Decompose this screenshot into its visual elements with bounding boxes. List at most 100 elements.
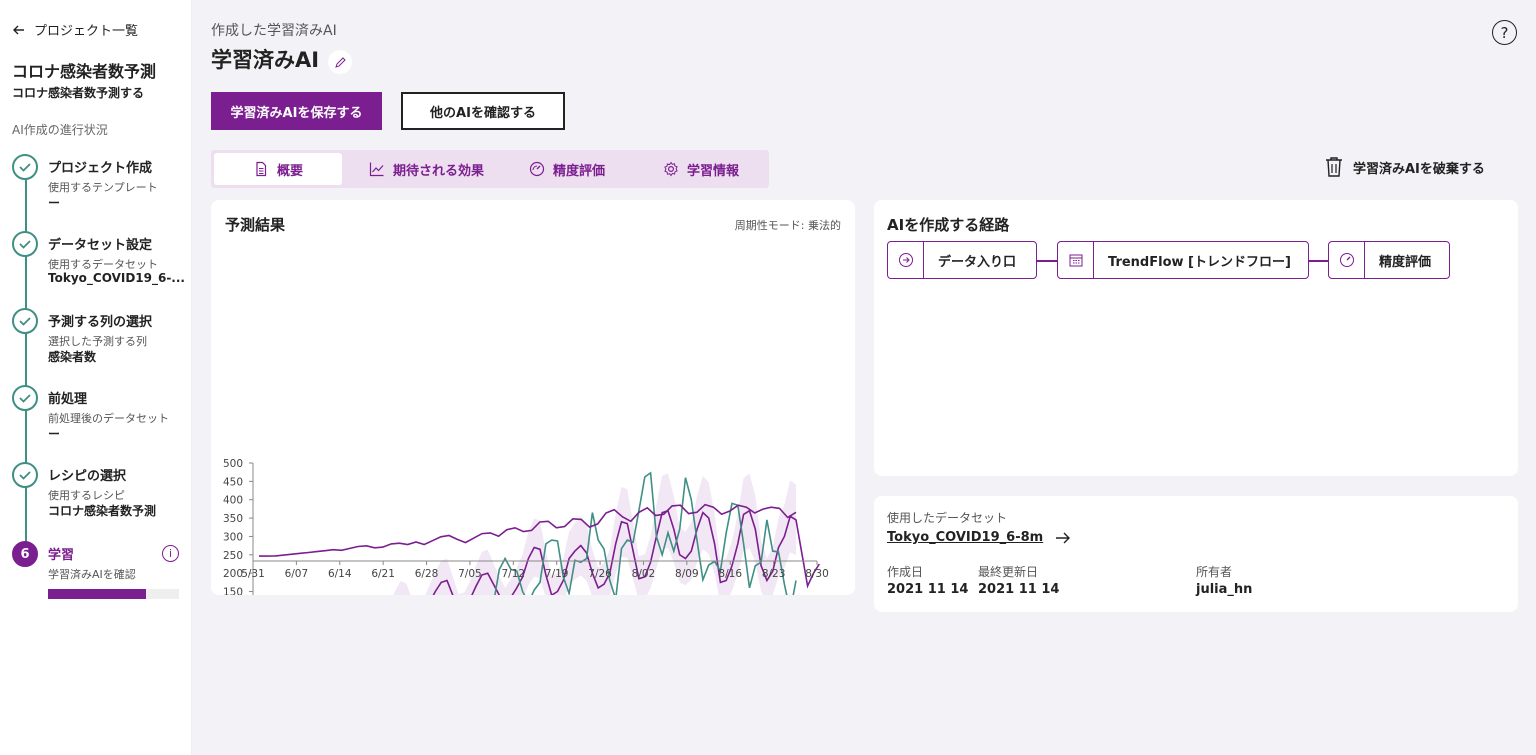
step-title: データセット設定 <box>48 238 153 253</box>
help-icon[interactable]: ? <box>1492 20 1517 45</box>
discard-ai-button[interactable]: 学習済みAIを破棄する <box>1325 156 1485 178</box>
overview-x-tick-label: 8/02 <box>632 568 656 580</box>
route-node-accuracy[interactable]: 精度評価 <box>1328 241 1450 279</box>
project-subtitle: コロナ感染者数予測する <box>12 86 145 100</box>
back-to-projects-link[interactable]: プロジェクト一覧 <box>12 20 138 39</box>
step-label: 前処理後のデータセット <box>48 412 169 425</box>
tab-overview[interactable]: 概要 <box>214 153 342 185</box>
y-tick-label: 400 <box>223 495 243 507</box>
training-progress-bar <box>48 589 179 599</box>
prediction-chart[interactable]: 500450400350300250200150100500-505/316/0… <box>211 200 855 595</box>
owner-label: 所有者 <box>1196 565 1233 579</box>
overview-x-tick-label: 8/23 <box>762 568 786 580</box>
tab-label: 学習情報 <box>686 163 739 179</box>
tab-label: 期待される効果 <box>392 163 484 179</box>
y-tick-label: 350 <box>223 513 243 525</box>
tab-training-info[interactable]: 学習情報 <box>651 153 751 185</box>
step-label: 使用するデータセット <box>48 258 158 271</box>
y-tick-label: 250 <box>223 550 243 562</box>
tab-bar: 概要 期待される効果 精度評価 学習情報 <box>211 150 769 188</box>
confidence-band <box>393 473 796 595</box>
overview-x-tick-label: 6/21 <box>371 568 395 580</box>
step-title: 学習 <box>48 548 75 563</box>
node-label: データ入り口 <box>938 254 1017 270</box>
tab-expected-effect[interactable]: 期待される効果 <box>354 153 499 185</box>
trash-icon <box>1326 157 1342 177</box>
owner-name: julia_hn <box>1196 582 1253 597</box>
check-icon <box>12 462 38 488</box>
step-label: 選択した予測する列 <box>48 335 147 348</box>
step-label: 使用するテンプレート <box>48 181 158 194</box>
step-title: 前処理 <box>48 392 88 407</box>
entry-icon <box>898 253 913 267</box>
predicted-series-line <box>432 509 820 595</box>
updated-label: 最終更新日 <box>978 565 1039 579</box>
step-value: ー <box>48 427 61 441</box>
step-value: Tokyo_COVID19_6-... <box>48 271 185 285</box>
y-tick-label: 200 <box>223 568 243 580</box>
node-label: TrendFlow [トレンドフロー] <box>1108 254 1291 270</box>
y-tick-label: 450 <box>223 476 243 488</box>
dataset-info-card: 使用したデータセット Tokyo_COVID19_6-8m 作成日 2021 1… <box>874 496 1518 612</box>
check-icon <box>12 154 38 180</box>
seasonality-mode: 周期性モード: 乗法的 <box>734 219 841 232</box>
overview-x-tick-label: 6/07 <box>285 568 309 580</box>
check-icon <box>12 231 38 257</box>
progress-label: AI作成の進行状況 <box>12 123 108 137</box>
discard-label: 学習済みAIを破棄する <box>1353 161 1485 177</box>
tab-label: 精度評価 <box>552 163 605 179</box>
prediction-card: 予測結果 周期性モード: 乗法的 500 450 400 350 300 250 200 15… <box>211 200 855 595</box>
arrow-left-icon <box>13 25 24 34</box>
progress-line <box>25 180 27 545</box>
page-subtitle: 作成した学習済みAI <box>211 23 337 39</box>
step-title: プロジェクト作成 <box>48 161 153 176</box>
step-value: ー <box>48 196 61 210</box>
node-label: 精度評価 <box>1379 254 1432 270</box>
save-ai-button[interactable]: 学習済みAIを保存する <box>211 92 382 130</box>
check-other-ai-button[interactable]: 他のAIを確認する <box>401 92 565 130</box>
project-title: コロナ感染者数予測 <box>12 62 157 81</box>
overview-x-tick-label: 8/16 <box>718 568 742 580</box>
check-icon <box>12 385 38 411</box>
route-connector <box>1309 260 1328 262</box>
overview-series-line <box>259 503 797 557</box>
page-title: 学習済みAI <box>211 48 320 72</box>
dataset-name: Tokyo_COVID19_6-8m <box>887 530 1044 545</box>
sidebar: プロジェクト一覧 コロナ感染者数予測 コロナ感染者数予測する AI作成の進行状況… <box>0 0 192 755</box>
overview-x-tick-label: 6/28 <box>415 568 439 580</box>
overview-x-tick-label: 7/12 <box>502 568 526 580</box>
back-label: プロジェクト一覧 <box>34 24 139 39</box>
gear-icon <box>664 161 678 177</box>
overview-x-tick-label: 7/19 <box>545 568 569 580</box>
arrow-right-icon <box>1056 532 1071 543</box>
trend-icon <box>369 162 384 177</box>
step-label: 学習済みAIを確認 <box>48 568 136 581</box>
gauge-icon <box>529 161 545 177</box>
step-number: 6 <box>12 541 38 567</box>
progress-fill <box>48 589 147 599</box>
updated-date: 2021 11 14 <box>978 582 1060 597</box>
check-icon <box>12 308 38 334</box>
dataset-link[interactable]: Tokyo_COVID19_6-8m <box>887 530 1071 545</box>
y-tick-label: 150 <box>223 587 243 595</box>
edit-title-button[interactable] <box>328 50 352 74</box>
overview-x-tick-label: 5/31 <box>241 568 265 580</box>
document-icon <box>256 161 267 177</box>
route-node-trendflow[interactable]: TrendFlow [トレンドフロー] <box>1057 241 1309 279</box>
step-value: コロナ感染者数予測 <box>48 504 157 518</box>
dataset-label: 使用したデータセット <box>887 511 1008 525</box>
overview-x-tick-label: 8/09 <box>675 568 699 580</box>
step-value: 感染者数 <box>48 350 97 364</box>
overview-x-tick-label: 6/14 <box>328 568 352 580</box>
route-connector <box>1037 260 1057 262</box>
route-title: AIを作成する経路 <box>887 216 1010 234</box>
created-label: 作成日 <box>887 565 924 579</box>
step-label: 使用するレシピ <box>48 489 125 502</box>
actual-series-line <box>494 471 797 595</box>
info-icon[interactable]: i <box>162 545 179 562</box>
pencil-icon <box>334 56 346 68</box>
route-node-data-entry[interactable]: データ入り口 <box>887 241 1037 279</box>
tab-accuracy[interactable]: 精度評価 <box>517 153 617 185</box>
overview-x-tick-label: 7/05 <box>458 568 482 580</box>
y-tick-label: 300 <box>223 531 243 543</box>
